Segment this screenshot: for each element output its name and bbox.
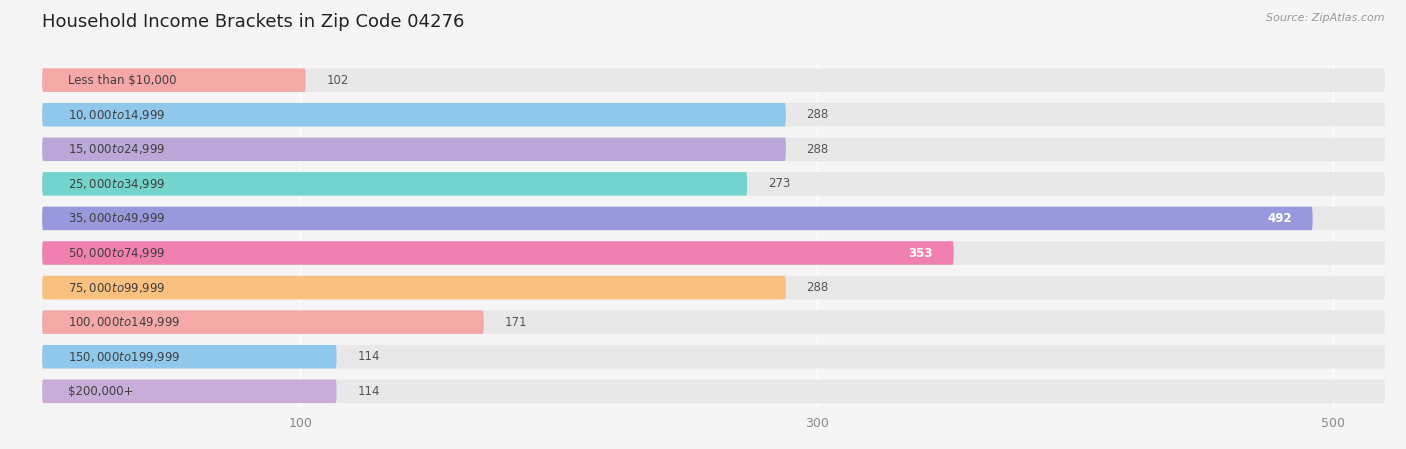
Text: 353: 353	[908, 247, 934, 260]
FancyBboxPatch shape	[42, 241, 953, 265]
Text: $15,000 to $24,999: $15,000 to $24,999	[67, 142, 166, 156]
FancyBboxPatch shape	[42, 103, 786, 127]
FancyBboxPatch shape	[42, 68, 1385, 92]
Text: $10,000 to $14,999: $10,000 to $14,999	[67, 108, 166, 122]
FancyBboxPatch shape	[42, 379, 336, 403]
FancyBboxPatch shape	[42, 172, 747, 196]
Text: 114: 114	[357, 385, 380, 398]
FancyBboxPatch shape	[42, 310, 1385, 334]
Text: 273: 273	[768, 177, 790, 190]
FancyBboxPatch shape	[42, 241, 1385, 265]
FancyBboxPatch shape	[42, 137, 1385, 161]
FancyBboxPatch shape	[42, 379, 1385, 403]
FancyBboxPatch shape	[42, 137, 786, 161]
Text: 171: 171	[505, 316, 527, 329]
Text: Less than $10,000: Less than $10,000	[67, 74, 177, 87]
Text: Source: ZipAtlas.com: Source: ZipAtlas.com	[1267, 13, 1385, 23]
FancyBboxPatch shape	[42, 172, 1385, 196]
FancyBboxPatch shape	[42, 310, 484, 334]
Text: $35,000 to $49,999: $35,000 to $49,999	[67, 211, 166, 225]
Text: 288: 288	[807, 143, 828, 156]
FancyBboxPatch shape	[42, 345, 336, 369]
Text: $100,000 to $149,999: $100,000 to $149,999	[67, 315, 180, 329]
FancyBboxPatch shape	[42, 276, 786, 299]
Text: $150,000 to $199,999: $150,000 to $199,999	[67, 350, 180, 364]
Text: 288: 288	[807, 281, 828, 294]
FancyBboxPatch shape	[42, 276, 1385, 299]
Text: $200,000+: $200,000+	[67, 385, 134, 398]
FancyBboxPatch shape	[42, 345, 1385, 369]
Text: $75,000 to $99,999: $75,000 to $99,999	[67, 281, 166, 295]
Text: 114: 114	[357, 350, 380, 363]
Text: $25,000 to $34,999: $25,000 to $34,999	[67, 177, 166, 191]
Text: $50,000 to $74,999: $50,000 to $74,999	[67, 246, 166, 260]
FancyBboxPatch shape	[42, 207, 1313, 230]
FancyBboxPatch shape	[42, 207, 1385, 230]
Text: 102: 102	[326, 74, 349, 87]
Text: 492: 492	[1267, 212, 1292, 225]
FancyBboxPatch shape	[42, 68, 305, 92]
Text: 288: 288	[807, 108, 828, 121]
FancyBboxPatch shape	[42, 103, 1385, 127]
Text: Household Income Brackets in Zip Code 04276: Household Income Brackets in Zip Code 04…	[42, 13, 464, 31]
